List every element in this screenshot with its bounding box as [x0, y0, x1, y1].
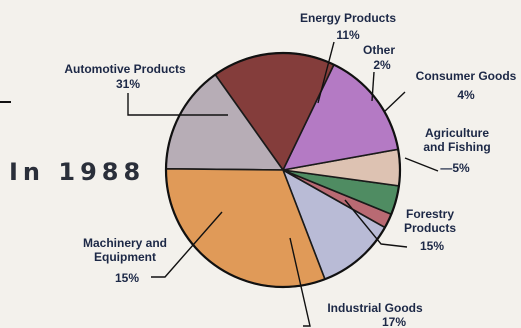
- slice-label-forestry-products-line-1: Forestry: [406, 207, 454, 221]
- slice-label-industrial-goods: Industrial Goods: [327, 301, 423, 315]
- slice-label-automotive-products: Automotive Products: [64, 62, 186, 76]
- leader-line-agriculture-and-fishing: [404, 157, 439, 172]
- leader-line-automotive-products: [127, 93, 228, 116]
- leader-line-forestry-products: [344, 199, 408, 248]
- slice-percent-consumer-goods: 4%: [457, 88, 475, 102]
- slice-percent-automotive-products: 31%: [116, 77, 140, 91]
- leader-line-industrial-goods: [289, 237, 311, 327]
- pie-outline: [164, 51, 402, 289]
- slice-label-energy-products: Energy Products: [300, 11, 396, 25]
- slice-percent-other: 2%: [373, 58, 391, 72]
- header-rule: [0, 101, 11, 103]
- leader-line-consumer-goods: [383, 91, 406, 113]
- slice-percent-energy-products: 11%: [336, 28, 360, 42]
- slice-percent-forestry-products: 15%: [420, 239, 444, 253]
- slice-label-machinery-and-equipment-line-1: Machinery and: [83, 236, 167, 250]
- slice-label-machinery-and-equipment-line-2: Equipment: [94, 250, 156, 264]
- leader-line-energy-products: [317, 41, 335, 104]
- slice-percent-agriculture-and-fishing: —5%: [440, 161, 470, 175]
- leader-line-other: [371, 71, 375, 102]
- slice-label-forestry-products-line-2: Products: [404, 221, 456, 235]
- slice-label-other: Other: [363, 43, 395, 57]
- year-label: In 1988: [9, 158, 146, 186]
- slice-percent-machinery-and-equipment: 15%: [115, 271, 139, 285]
- leader-line-machinery-and-equipment: [151, 211, 223, 278]
- slice-label-consumer-goods: Consumer Goods: [416, 69, 517, 83]
- slice-label-agriculture-and-fishing-line-1: Agriculture: [425, 126, 489, 140]
- slice-percent-industrial-goods: 17%: [382, 315, 406, 328]
- slice-label-agriculture-and-fishing-line-2: and Fishing: [423, 140, 490, 154]
